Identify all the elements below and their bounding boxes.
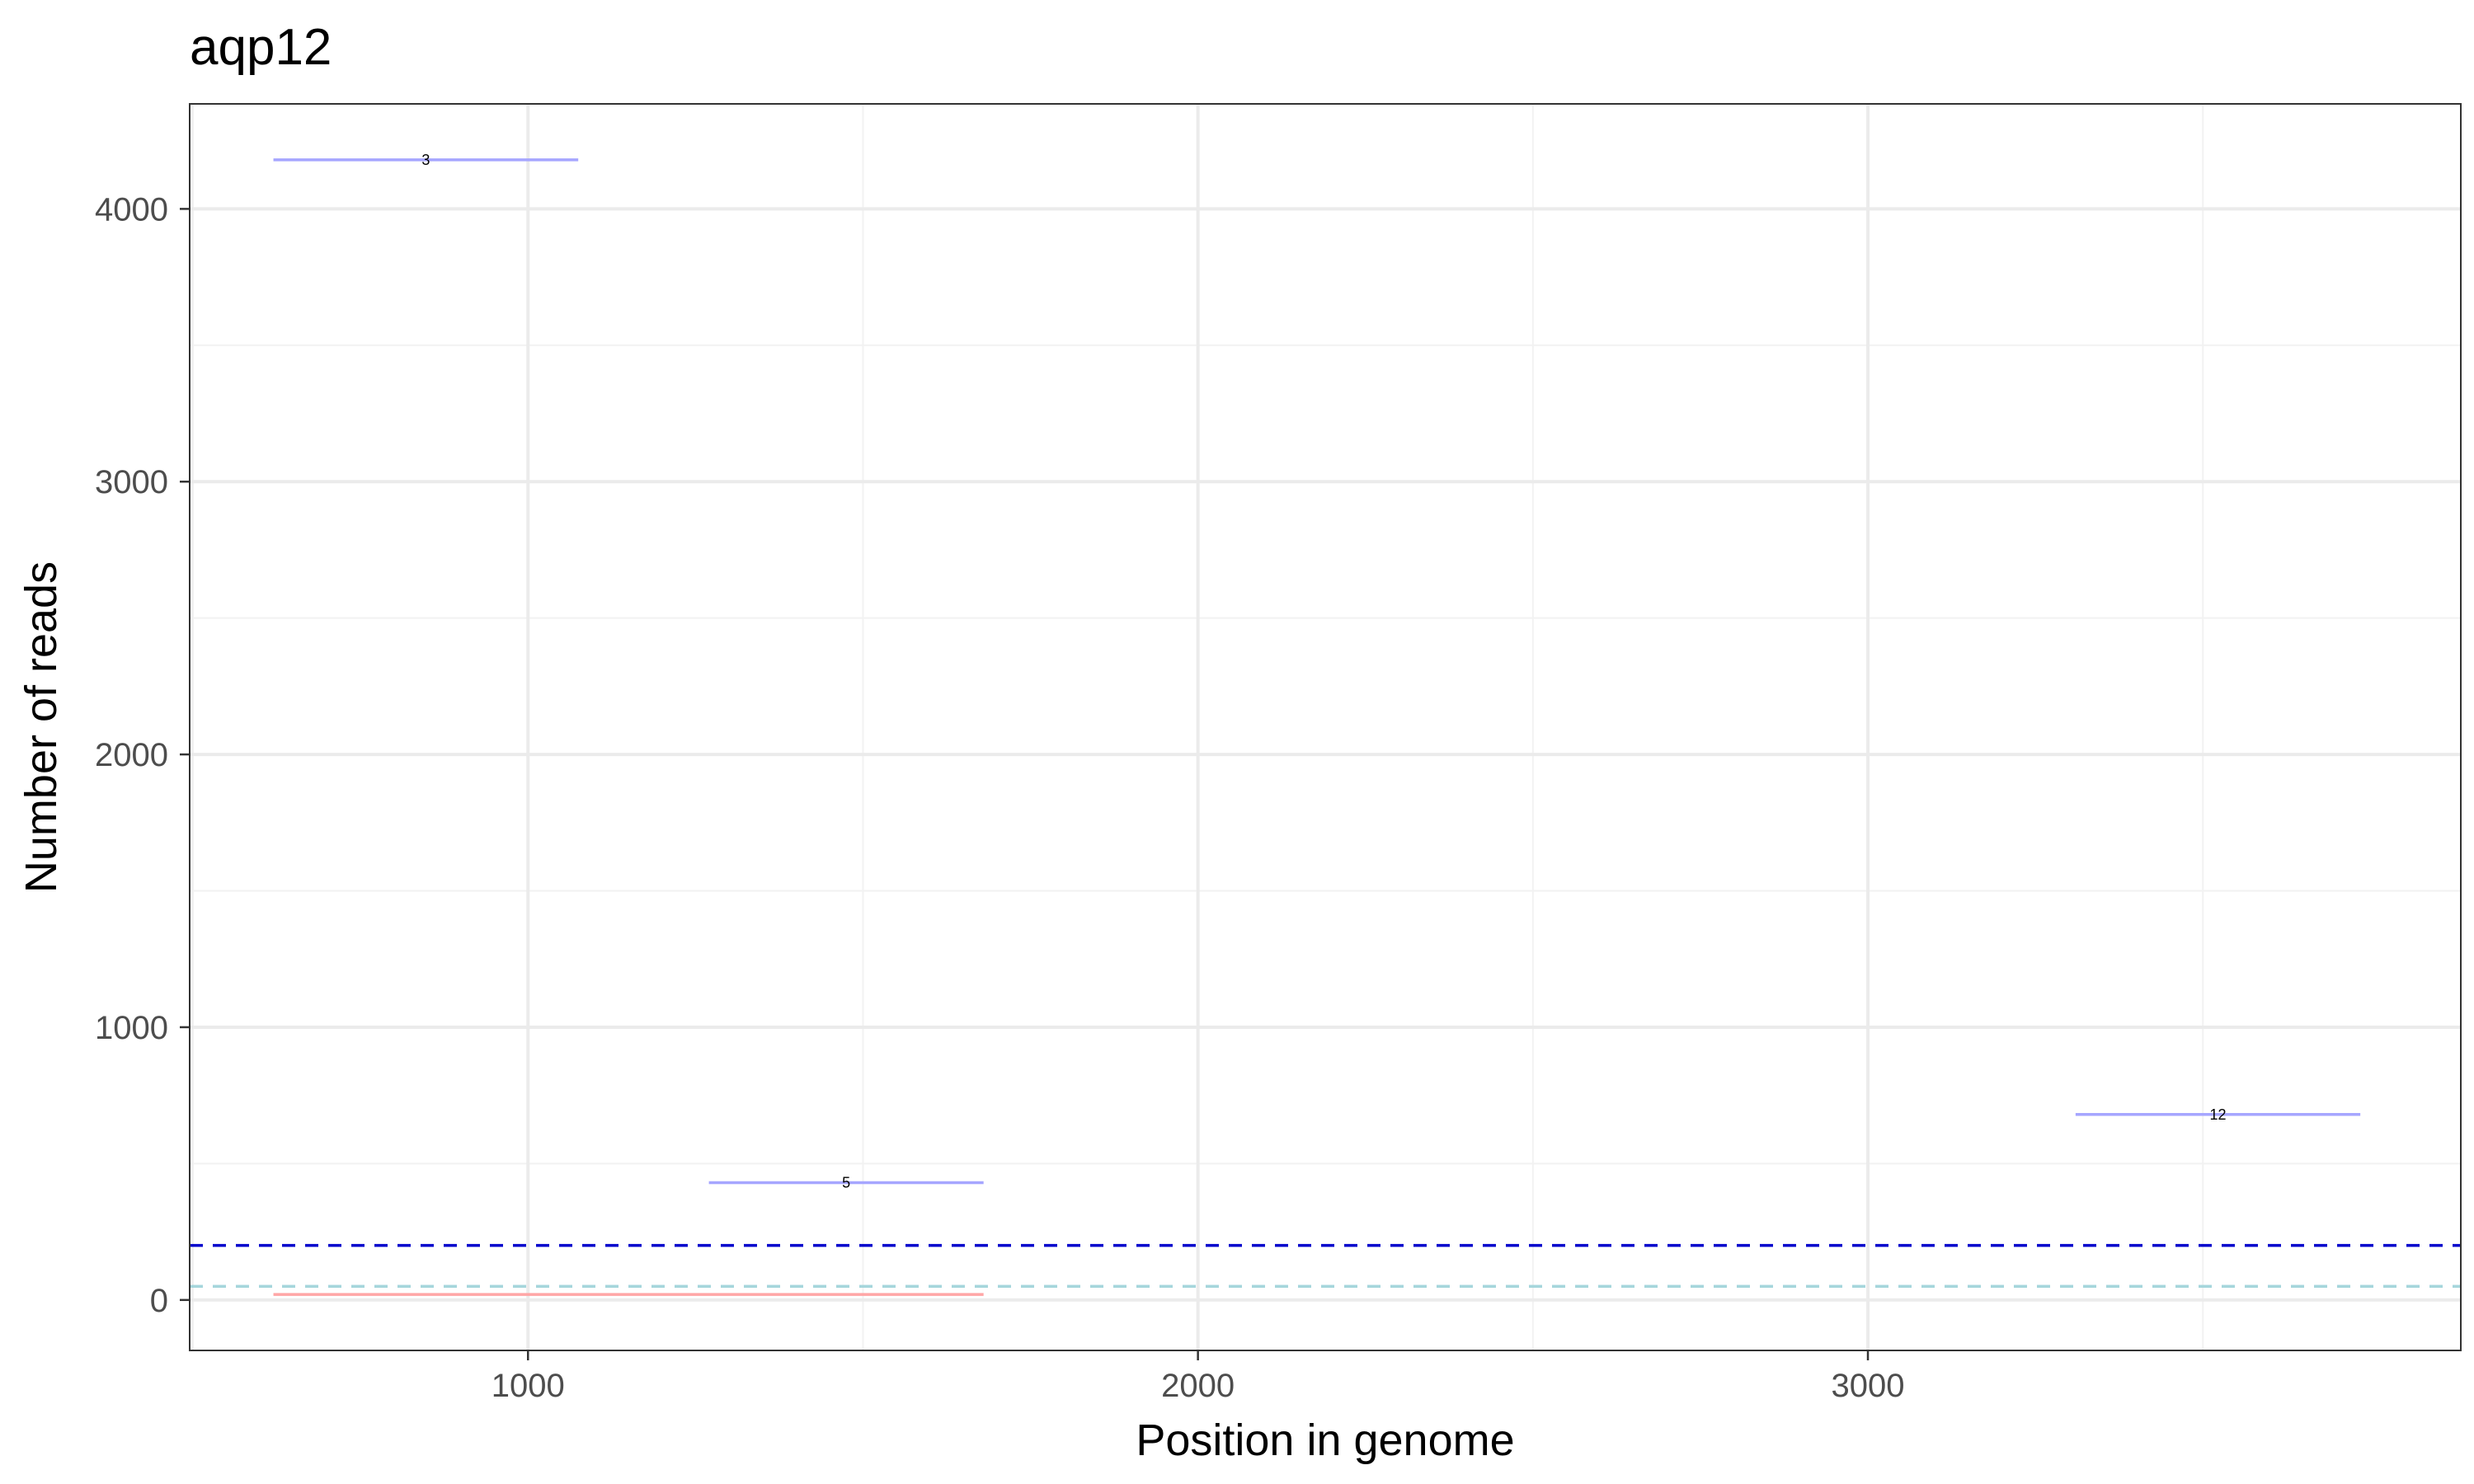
segment-label-0: 3 [421,152,430,168]
x-tick-label: 1000 [492,1368,565,1404]
data-segments: 3 5 12 [273,152,2361,1296]
axis-ticks: 1000 2000 3000 0 1000 2000 3000 4000 [95,191,1905,1404]
y-axis-title: Number of reads [16,561,66,893]
x-tick-label: 2000 [1161,1368,1235,1404]
y-tick-label: 2000 [95,737,168,773]
y-tick-label: 0 [150,1283,168,1319]
plot-panel-border [189,103,2462,1351]
segment-label-2: 12 [2209,1106,2226,1123]
y-tick-label: 3000 [95,464,168,500]
chart-title: aqp12 [190,19,332,76]
x-tick-label: 3000 [1832,1368,1905,1404]
grid [190,104,2461,1350]
x-axis-title: Position in genome [1136,1416,1514,1465]
segment-label-1: 5 [842,1175,850,1191]
y-tick-label: 4000 [95,191,168,228]
y-tick-label: 1000 [95,1010,168,1046]
reference-lines [190,1243,2461,1288]
